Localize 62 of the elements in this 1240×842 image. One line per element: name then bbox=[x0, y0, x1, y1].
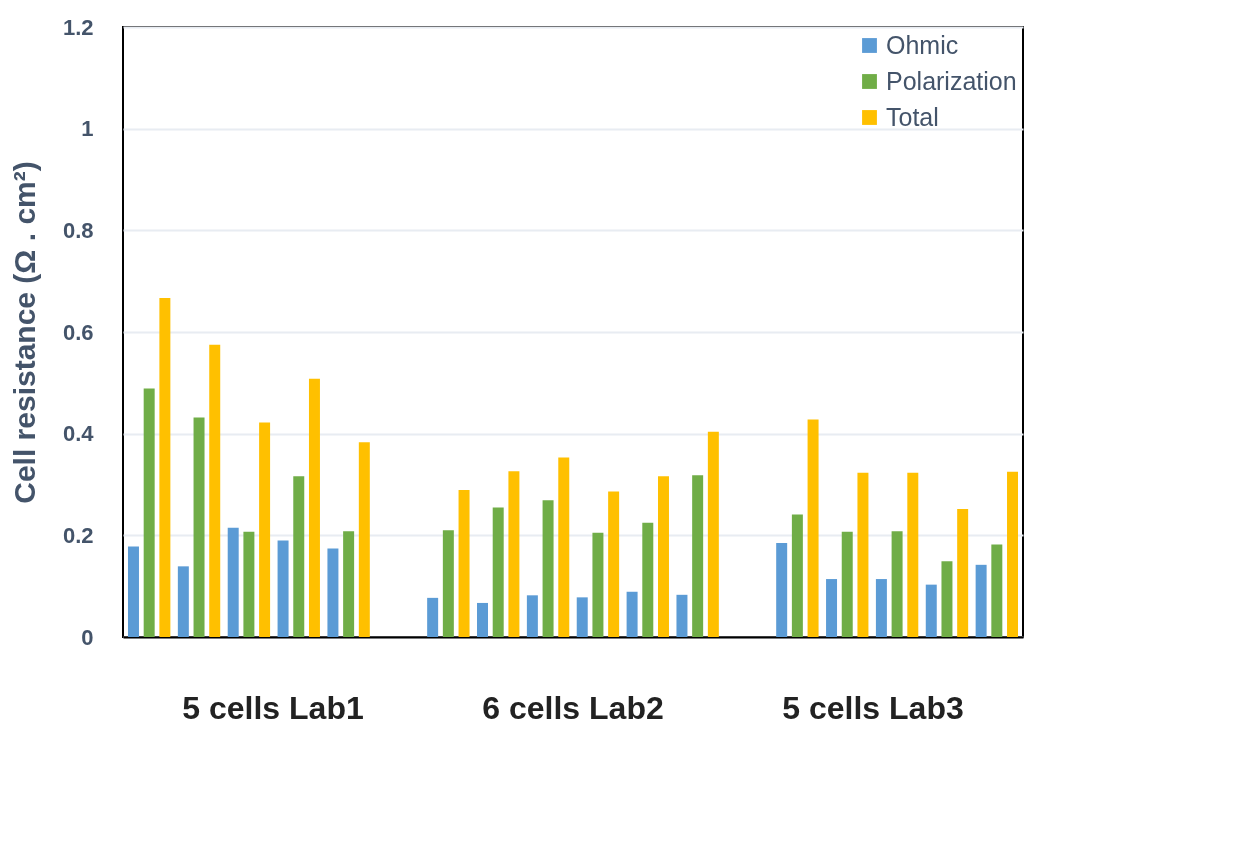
y-tick-label: 0.2 bbox=[62, 522, 94, 548]
bar bbox=[358, 442, 370, 637]
y-tick-label: 1.2 bbox=[62, 14, 94, 40]
bar bbox=[193, 417, 205, 637]
bar bbox=[293, 476, 305, 637]
legend-label: Polarization bbox=[886, 66, 1017, 95]
bar bbox=[692, 475, 704, 637]
bar bbox=[576, 597, 588, 637]
bar bbox=[626, 591, 638, 637]
bar bbox=[658, 476, 669, 637]
bar bbox=[477, 602, 488, 637]
bar bbox=[243, 531, 255, 637]
y-tick-label: 0.8 bbox=[62, 217, 94, 243]
bar bbox=[592, 532, 604, 637]
bar bbox=[542, 500, 554, 637]
bar bbox=[957, 508, 969, 637]
bar bbox=[991, 544, 1003, 637]
bar bbox=[791, 514, 803, 637]
bar bbox=[277, 540, 289, 637]
bar bbox=[707, 431, 719, 637]
y-tick-label: 0.4 bbox=[62, 421, 95, 447]
text: 5 cells Lab3 bbox=[782, 690, 964, 726]
bar bbox=[642, 522, 654, 637]
bar bbox=[127, 546, 139, 637]
bar bbox=[925, 584, 937, 637]
bar bbox=[177, 566, 189, 637]
bar bbox=[143, 388, 155, 637]
bar bbox=[458, 490, 470, 637]
bar bbox=[209, 344, 221, 637]
bar bbox=[608, 491, 620, 637]
bar bbox=[975, 564, 987, 637]
bar bbox=[857, 472, 869, 637]
bar bbox=[427, 597, 439, 637]
bar bbox=[492, 507, 504, 637]
bar bbox=[841, 531, 853, 637]
text: 5 cells Lab1 bbox=[182, 690, 364, 726]
bar bbox=[327, 548, 339, 637]
bar bbox=[259, 422, 271, 637]
bar bbox=[227, 527, 239, 637]
y-tick-label: 1 bbox=[81, 116, 94, 142]
bar bbox=[526, 595, 538, 637]
bar bbox=[891, 531, 903, 637]
bar bbox=[1007, 471, 1019, 637]
text: 6 cells Lab2 bbox=[482, 690, 664, 726]
bar bbox=[508, 471, 520, 637]
bar bbox=[941, 561, 953, 637]
bar bbox=[907, 472, 919, 637]
y-tick-label: 0 bbox=[81, 624, 94, 650]
legend-label: Ohmic bbox=[886, 30, 959, 59]
bar bbox=[308, 378, 320, 637]
bar bbox=[875, 579, 887, 637]
bar bbox=[807, 419, 819, 637]
bar bbox=[826, 579, 838, 637]
y-tick-label: 0.6 bbox=[62, 319, 94, 345]
bar bbox=[558, 457, 570, 637]
y-axis-title: Cell resistance (Ω . cm²) bbox=[7, 161, 41, 504]
bar bbox=[159, 297, 171, 637]
bar bbox=[343, 531, 355, 637]
bar bbox=[676, 594, 688, 637]
bar bbox=[776, 542, 788, 637]
legend-label: Total bbox=[886, 102, 939, 131]
bar bbox=[442, 530, 454, 637]
